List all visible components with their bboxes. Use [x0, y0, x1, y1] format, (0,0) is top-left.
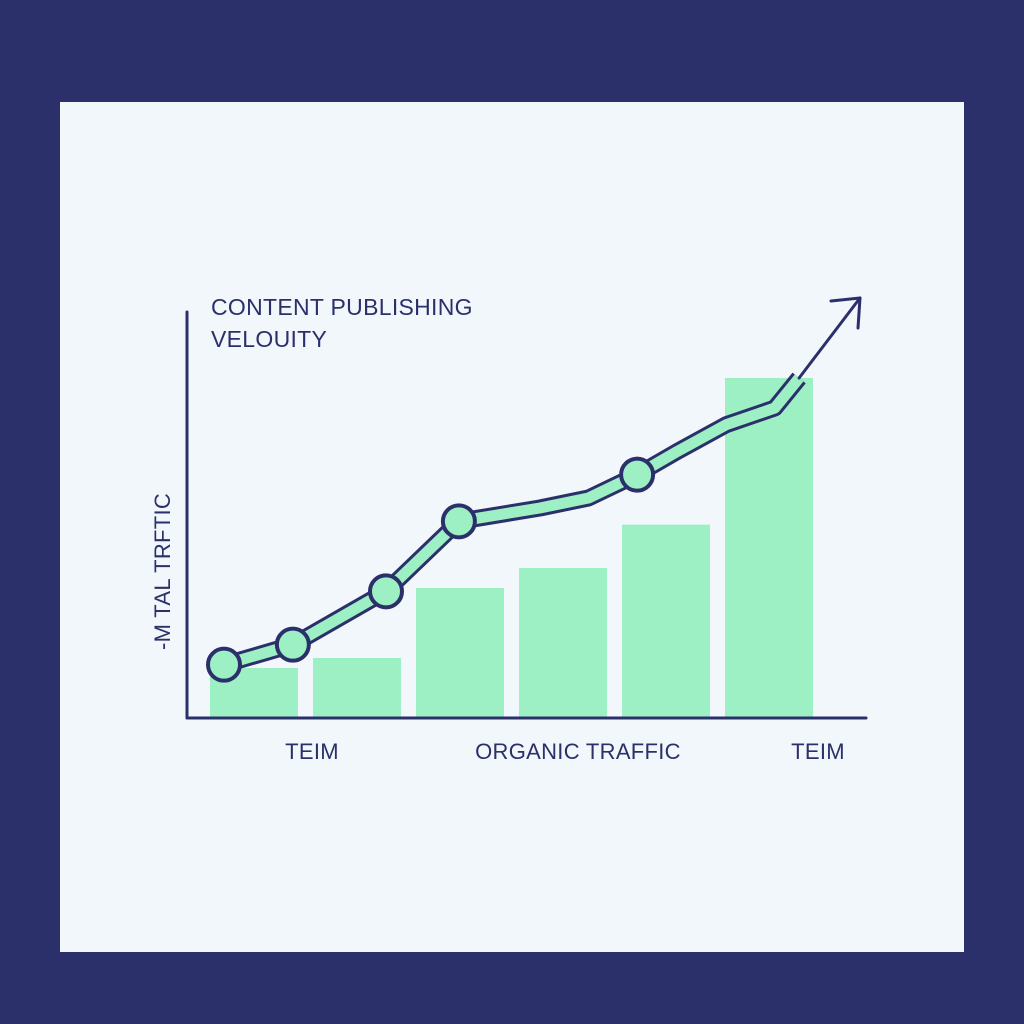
trend-line-fill: [222, 374, 804, 670]
line-marker: [440, 503, 477, 540]
bar: [519, 568, 607, 718]
y-axis-label: -M TAL TRFTIC: [150, 493, 175, 650]
trend-line: [206, 296, 862, 683]
line-marker: [274, 626, 311, 663]
chart-title: CONTENT PUBLISHING VELOUITY: [211, 294, 473, 352]
bar: [622, 524, 710, 718]
chart-title-line-1: CONTENT PUBLISHING: [211, 294, 473, 320]
x-label-left: TEIM: [285, 739, 339, 764]
arrow-head-icon: [829, 296, 862, 330]
trend-line-outline: [221, 372, 806, 673]
chart-title-line-2: VELOUITY: [211, 326, 327, 352]
chart-card: [60, 102, 964, 952]
bar: [313, 658, 401, 718]
bar: [416, 588, 504, 718]
line-marker: [619, 456, 656, 493]
bar: [725, 378, 813, 718]
arrow-shaft: [797, 296, 862, 380]
line-marker: [368, 573, 404, 610]
x-label-center: ORGANIC TRAFFIC: [475, 739, 681, 764]
bars: [210, 378, 813, 718]
x-label-right: TEIM: [791, 739, 845, 764]
line-marker: [206, 646, 242, 683]
